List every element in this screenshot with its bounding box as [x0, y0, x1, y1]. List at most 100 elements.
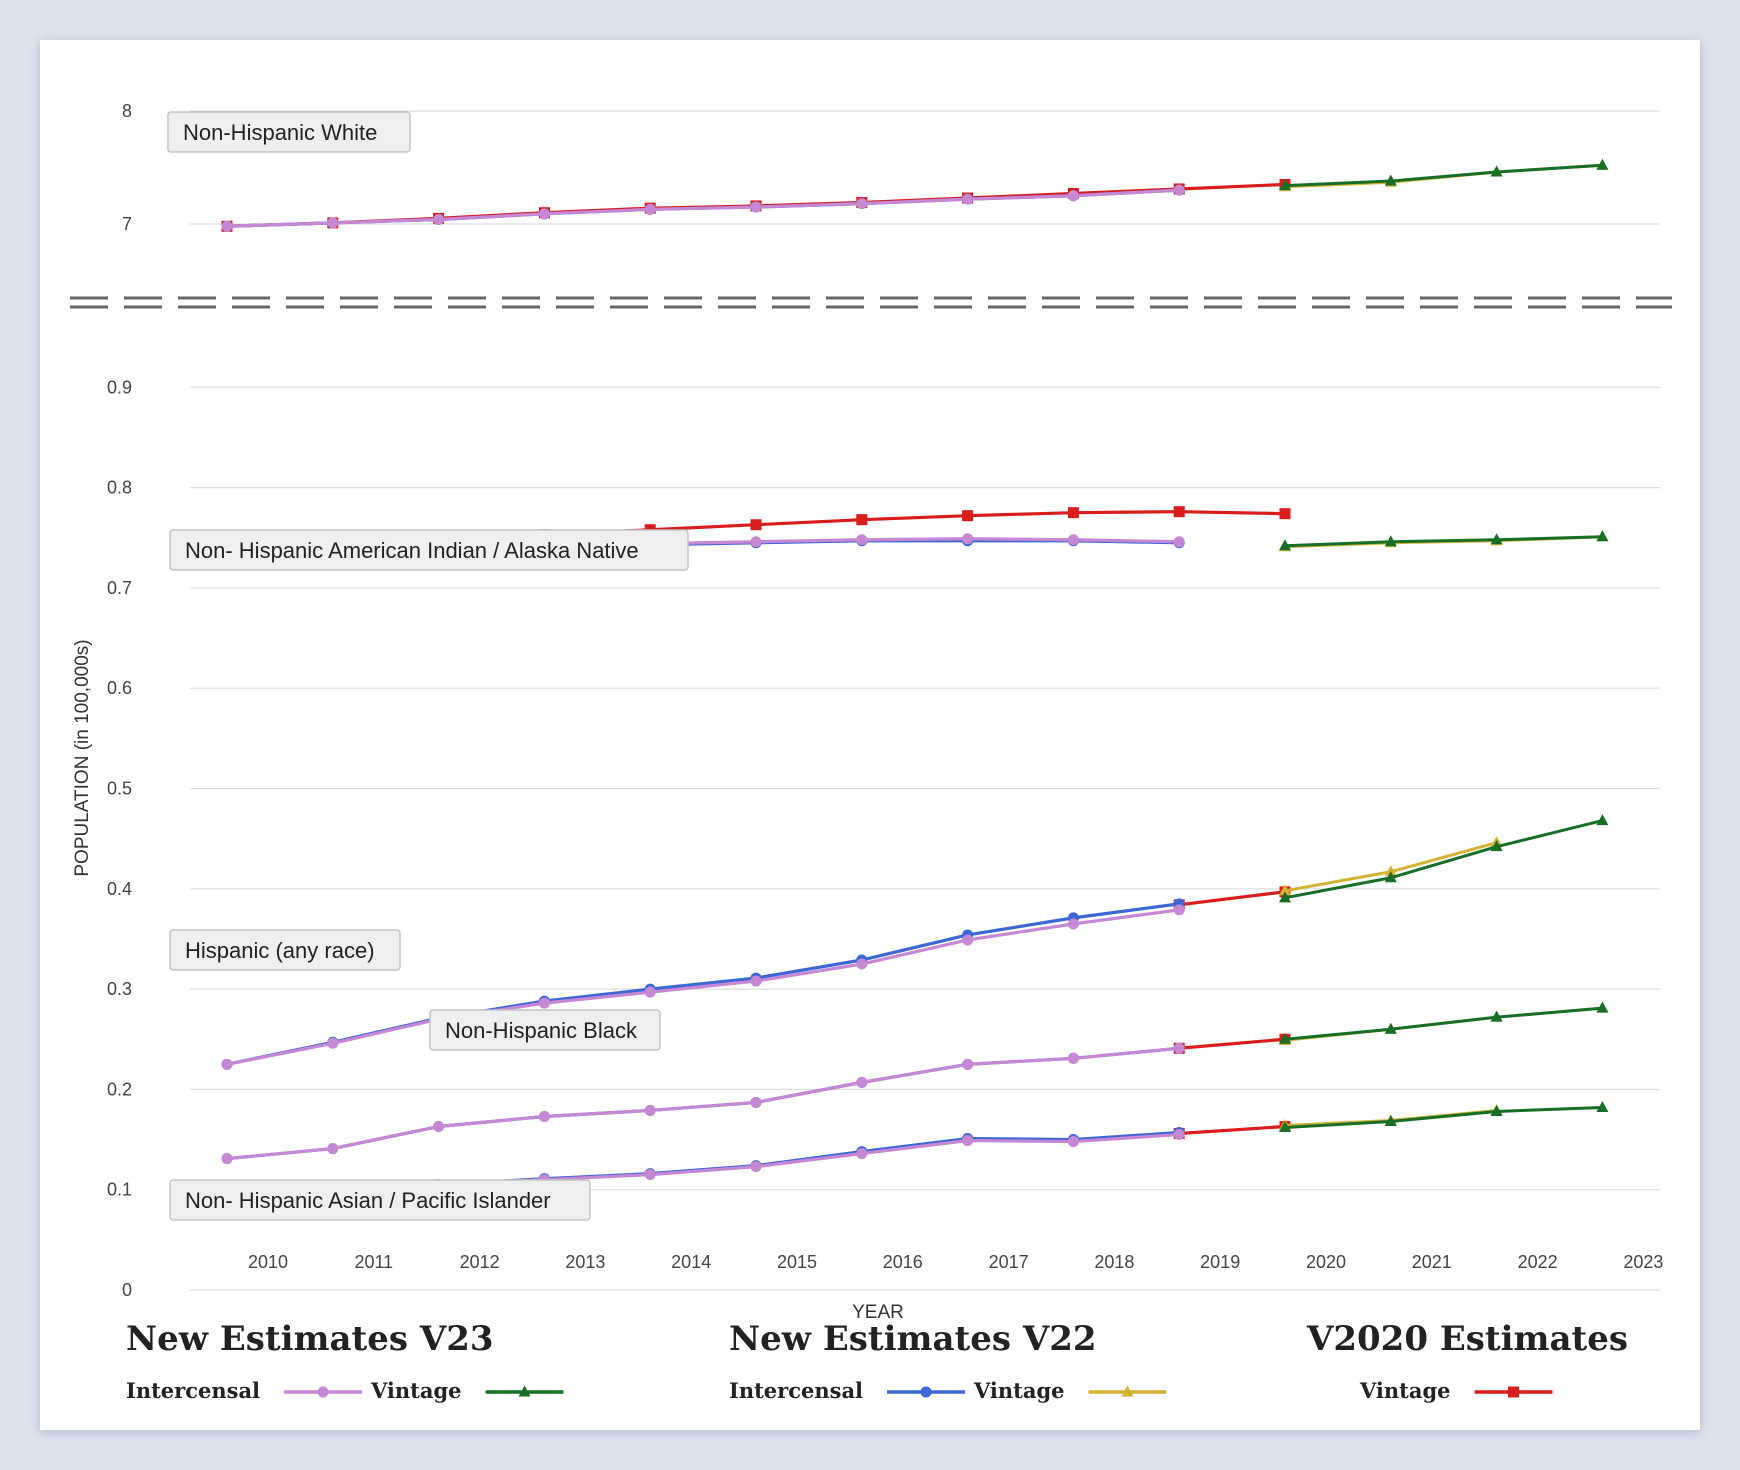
- annotation-label: Non-Hispanic White: [167, 111, 411, 153]
- axis-break-marker: [70, 296, 1672, 309]
- data-point: [856, 1148, 868, 1160]
- annotation-box: [429, 1009, 661, 1051]
- series-line: [1283, 819, 1604, 900]
- y-tick-label: 0.3: [107, 979, 132, 999]
- data-point: [1279, 1032, 1291, 1044]
- data-point: [962, 1058, 974, 1070]
- data-point: [1279, 884, 1291, 896]
- data-point: [962, 533, 974, 545]
- data-point: [433, 213, 445, 225]
- data-point: [1384, 174, 1397, 186]
- data-series: [221, 158, 1609, 1209]
- annotation-box: [169, 929, 401, 971]
- legend-group-title: V2020 Estimates: [1306, 1319, 1628, 1359]
- group-annotations: Non-Hispanic White Non- Hispanic American…: [167, 111, 689, 1221]
- legend-item-label: Vintage: [1359, 1378, 1451, 1403]
- annotation-text: Non-Hispanic White: [183, 120, 377, 145]
- data-point: [1490, 533, 1503, 545]
- x-tick-label: 2012: [460, 1252, 500, 1272]
- data-point: [1279, 508, 1291, 520]
- data-point: [962, 934, 974, 946]
- data-point: [962, 1135, 974, 1147]
- legend-item-label: Intercensal: [126, 1378, 260, 1403]
- annotation-box: [167, 111, 411, 153]
- data-point: [962, 510, 974, 522]
- annotation-text: Non- Hispanic American Indian / Alaska N…: [185, 538, 639, 563]
- annotation-label: Non-Hispanic Black: [429, 1009, 661, 1051]
- legend-swatch-marker: [920, 1386, 932, 1398]
- annotation-box: [169, 1179, 591, 1221]
- series-line: [225, 908, 1181, 1066]
- data-point: [750, 975, 762, 987]
- x-tick-label: 2015: [777, 1252, 817, 1272]
- annotation-text: Non- Hispanic Asian / Pacific Islander: [185, 1188, 551, 1213]
- data-point: [962, 193, 974, 205]
- series-line: [1283, 163, 1604, 188]
- annotation-label: Hispanic (any race): [169, 929, 401, 971]
- data-point: [1173, 904, 1185, 916]
- legend-group-title: New Estimates V22: [729, 1319, 1097, 1359]
- y-tick-label: 8: [122, 101, 132, 121]
- data-point: [1384, 1114, 1397, 1126]
- data-point: [221, 1153, 233, 1165]
- legend-group: New Estimates V22 Intercensal Vintage: [729, 1319, 1167, 1403]
- annotation-label: Non- Hispanic American Indian / Alaska N…: [169, 529, 689, 571]
- annotation-box: [169, 529, 689, 571]
- data-point: [327, 1037, 339, 1049]
- legend-swatch-marker: [518, 1385, 531, 1397]
- data-point: [1067, 190, 1079, 202]
- data-point: [1384, 871, 1397, 883]
- data-point: [644, 203, 656, 215]
- legend-swatch-marker: [317, 1386, 329, 1398]
- x-tick-label: 2011: [354, 1252, 393, 1272]
- y-tick-label: 0.2: [107, 1079, 132, 1099]
- annotation-label: Non- Hispanic Asian / Pacific Islander: [169, 1179, 591, 1221]
- legend-group: V2020 Estimates Vintage: [1306, 1319, 1628, 1403]
- data-point: [1067, 1052, 1079, 1064]
- y-tick-label: 0.4: [107, 879, 132, 899]
- x-tick-label: 2013: [565, 1252, 605, 1272]
- x-tick-label: 2021: [1412, 1252, 1452, 1272]
- y-tick-label: 0.1: [107, 1180, 132, 1200]
- y-tick-label: 0.9: [107, 377, 132, 397]
- data-point: [1384, 865, 1397, 877]
- data-point: [750, 201, 762, 213]
- y-tick-label: 0.8: [107, 478, 132, 498]
- series-line: [1177, 890, 1287, 907]
- data-point: [644, 1104, 656, 1116]
- data-point: [644, 986, 656, 998]
- x-tick-label: 2019: [1200, 1252, 1240, 1272]
- series-group: [221, 1001, 1609, 1165]
- data-point: [1384, 1022, 1397, 1034]
- series-line: [225, 188, 1181, 228]
- data-point: [1596, 814, 1609, 826]
- y-axis-ticks: 7 8 0 0.1 0.2 0.3 0.4 0.5 0.6 0.7 0.8 0.9: [107, 101, 132, 1300]
- data-point: [856, 514, 868, 526]
- x-tick-label: 2014: [671, 1252, 711, 1272]
- x-tick-label: 2022: [1518, 1252, 1558, 1272]
- y-tick-label: 0.7: [107, 578, 132, 598]
- data-point: [750, 1096, 762, 1108]
- data-point: [1596, 530, 1609, 542]
- chart-card: 7 8 0 0.1 0.2 0.3 0.4 0.5 0.6 0.7 0.8 0.9 2010 2011 2…: [40, 40, 1700, 1430]
- annotation-text: Hispanic (any race): [185, 938, 375, 963]
- data-point: [1596, 1100, 1609, 1112]
- data-point: [750, 1161, 762, 1173]
- data-point: [1279, 539, 1291, 551]
- series-line: [225, 1046, 1181, 1161]
- data-point: [1067, 1136, 1079, 1148]
- y-tick-label: 0.6: [107, 678, 132, 698]
- y-tick-label: 0: [122, 1280, 132, 1300]
- y-tick-label: 7: [122, 214, 132, 234]
- data-point: [1490, 1010, 1503, 1022]
- data-point: [1279, 179, 1291, 191]
- data-point: [1173, 1129, 1185, 1141]
- data-point: [1490, 840, 1503, 852]
- data-point: [856, 198, 868, 210]
- data-point: [750, 519, 762, 531]
- data-point: [1173, 184, 1185, 196]
- data-point: [1067, 918, 1079, 930]
- data-point: [1279, 1121, 1291, 1133]
- data-point: [856, 1076, 868, 1088]
